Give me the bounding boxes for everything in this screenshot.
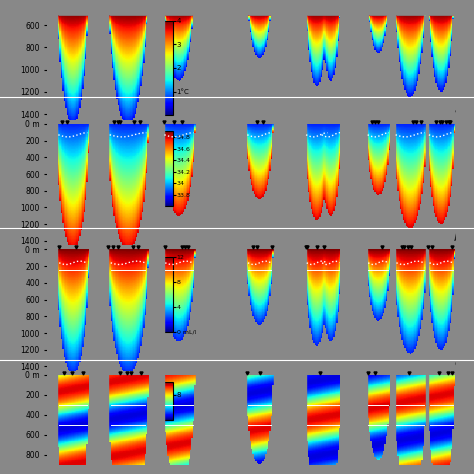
Text: Grant/Shep: Grant/Shep bbox=[419, 0, 447, 15]
Text: b: b bbox=[454, 233, 461, 243]
Text: a: a bbox=[454, 105, 461, 115]
Text: c: c bbox=[455, 358, 461, 368]
Text: Dean: Dean bbox=[325, 0, 340, 15]
Text: Duncan: Duncan bbox=[128, 0, 149, 15]
Text: Wright: Wright bbox=[77, 0, 95, 15]
Text: Carney: Carney bbox=[179, 0, 198, 15]
Text: Siple: Siple bbox=[259, 1, 274, 15]
